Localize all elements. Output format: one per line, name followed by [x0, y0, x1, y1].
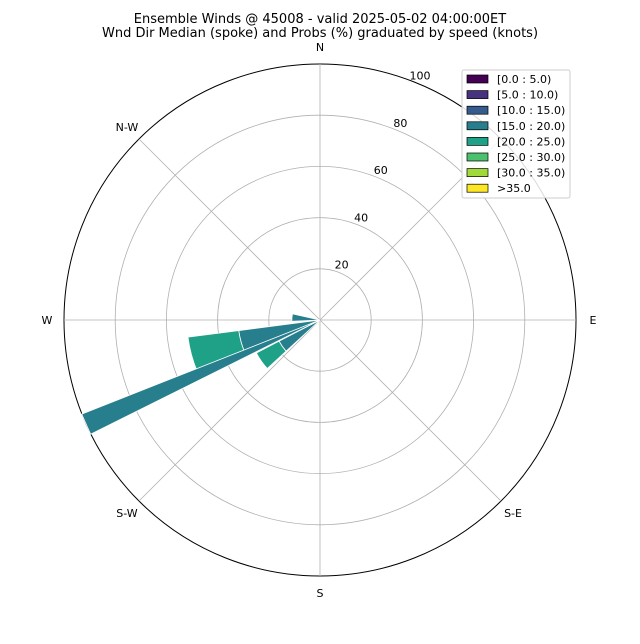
- direction-label: S-E: [504, 507, 522, 520]
- legend-swatch: [466, 137, 489, 146]
- chart-title: Ensemble Winds @ 45008 - valid 2025-05-0…: [134, 12, 506, 27]
- legend: [0.0 : 5.0) [5.0 : 10.0) [10.0 : 15.0) [15.…: [461, 69, 571, 199]
- legend-swatch: [466, 168, 489, 177]
- bar-segment: [255, 340, 287, 370]
- legend-swatch: [466, 183, 489, 193]
- radial-tick-label: 40: [354, 211, 368, 224]
- legend-box: [461, 69, 571, 199]
- wind-bars: [81, 313, 321, 435]
- bar-segment: [291, 313, 318, 322]
- legend-label: [0.0 : 5.0): [497, 73, 551, 86]
- legend-label: >35.0: [497, 182, 531, 195]
- legend-label: [5.0 : 10.0): [497, 89, 558, 102]
- median-spoke: [81, 319, 321, 435]
- direction-label: W: [42, 314, 53, 327]
- direction-label: N-W: [116, 121, 139, 134]
- polar-grid: [63, 63, 577, 577]
- legend-swatch: [466, 105, 489, 115]
- legend-swatch: [466, 74, 489, 84]
- legend-label: [10.0 : 15.0): [497, 104, 565, 117]
- legend-swatch: [466, 152, 489, 162]
- grid-spoke: [138, 319, 321, 502]
- radial-tick-label: 80: [393, 117, 407, 130]
- direction-labels: N N-W W S-W S S-E E: [42, 41, 597, 600]
- chart-subtitle: Wnd Dir Median (spoke) and Probs (%) gra…: [102, 26, 538, 41]
- radial-tick-label: 20: [335, 259, 349, 272]
- direction-label: E: [590, 314, 597, 327]
- legend-swatch: [466, 121, 489, 131]
- legend-swatch: [466, 90, 489, 99]
- legend-label: [20.0 : 25.0): [497, 135, 565, 148]
- legend-label: [25.0 : 30.0): [497, 151, 565, 164]
- radial-tick-labels: 20 40 60 80 100: [335, 69, 431, 271]
- direction-label: S: [317, 587, 324, 600]
- direction-label: N: [316, 41, 324, 54]
- grid-spoke: [138, 138, 321, 321]
- grid-spoke: [319, 319, 502, 502]
- radial-tick-label: 60: [374, 164, 388, 177]
- radial-tick-label: 100: [409, 69, 430, 82]
- direction-label: S-W: [116, 507, 138, 520]
- legend-label: [15.0 : 20.0): [497, 120, 565, 133]
- legend-label: [30.0 : 35.0): [497, 167, 565, 180]
